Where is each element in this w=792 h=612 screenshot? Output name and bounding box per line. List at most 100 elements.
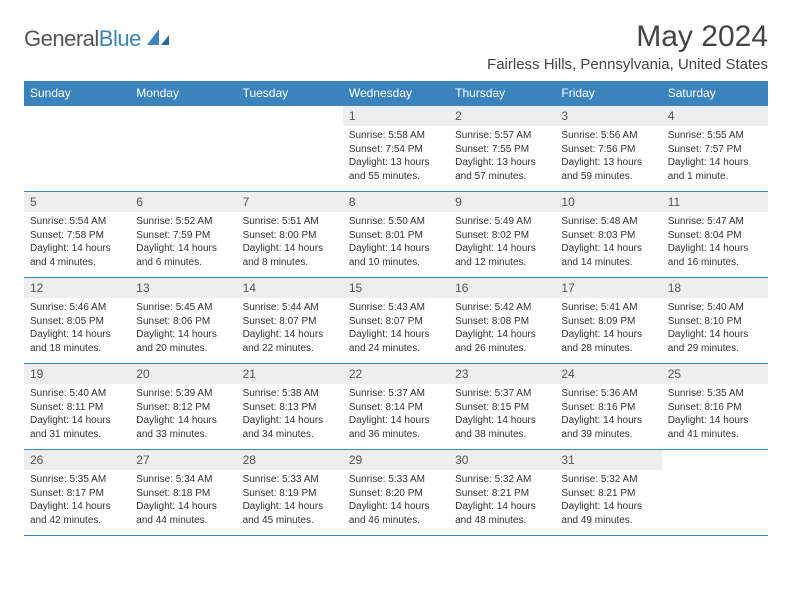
day-header-friday: Friday [555,81,661,106]
calendar-cell [237,106,343,192]
logo-text-2: Blue [99,26,141,51]
day-number: 22 [343,364,449,384]
day-header-sunday: Sunday [24,81,130,106]
day-body: Sunrise: 5:43 AMSunset: 8:07 PMDaylight:… [343,298,449,359]
calendar-cell: 14Sunrise: 5:44 AMSunset: 8:07 PMDayligh… [237,278,343,364]
logo: GeneralBlue [24,20,171,52]
day-number: 12 [24,278,130,298]
calendar-cell: 13Sunrise: 5:45 AMSunset: 8:06 PMDayligh… [130,278,236,364]
day-body: Sunrise: 5:33 AMSunset: 8:19 PMDaylight:… [237,470,343,531]
day-body: Sunrise: 5:37 AMSunset: 8:14 PMDaylight:… [343,384,449,445]
day-body: Sunrise: 5:45 AMSunset: 8:06 PMDaylight:… [130,298,236,359]
calendar-cell: 12Sunrise: 5:46 AMSunset: 8:05 PMDayligh… [24,278,130,364]
day-number: 5 [24,192,130,212]
day-body: Sunrise: 5:52 AMSunset: 7:59 PMDaylight:… [130,212,236,273]
day-number: 21 [237,364,343,384]
calendar-cell: 5Sunrise: 5:54 AMSunset: 7:58 PMDaylight… [24,192,130,278]
day-number: 23 [449,364,555,384]
calendar-cell: 11Sunrise: 5:47 AMSunset: 8:04 PMDayligh… [662,192,768,278]
day-number: 4 [662,106,768,126]
day-header-tuesday: Tuesday [237,81,343,106]
day-body: Sunrise: 5:35 AMSunset: 8:16 PMDaylight:… [662,384,768,445]
calendar-cell: 22Sunrise: 5:37 AMSunset: 8:14 PMDayligh… [343,364,449,450]
day-body: Sunrise: 5:32 AMSunset: 8:21 PMDaylight:… [555,470,661,531]
calendar-cell: 1Sunrise: 5:58 AMSunset: 7:54 PMDaylight… [343,106,449,192]
day-body: Sunrise: 5:42 AMSunset: 8:08 PMDaylight:… [449,298,555,359]
day-number: 13 [130,278,236,298]
calendar-cell: 27Sunrise: 5:34 AMSunset: 8:18 PMDayligh… [130,450,236,536]
calendar-table: SundayMondayTuesdayWednesdayThursdayFrid… [24,81,768,536]
calendar-cell: 7Sunrise: 5:51 AMSunset: 8:00 PMDaylight… [237,192,343,278]
calendar-cell [130,106,236,192]
calendar-cell: 19Sunrise: 5:40 AMSunset: 8:11 PMDayligh… [24,364,130,450]
day-number: 28 [237,450,343,470]
title-block: May 2024 Fairless Hills, Pennsylvania, U… [487,20,768,73]
calendar-cell [662,450,768,536]
calendar-cell: 28Sunrise: 5:33 AMSunset: 8:19 PMDayligh… [237,450,343,536]
day-body: Sunrise: 5:32 AMSunset: 8:21 PMDaylight:… [449,470,555,531]
calendar-cell: 15Sunrise: 5:43 AMSunset: 8:07 PMDayligh… [343,278,449,364]
calendar-cell: 16Sunrise: 5:42 AMSunset: 8:08 PMDayligh… [449,278,555,364]
day-number: 10 [555,192,661,212]
day-body: Sunrise: 5:40 AMSunset: 8:10 PMDaylight:… [662,298,768,359]
day-body: Sunrise: 5:39 AMSunset: 8:12 PMDaylight:… [130,384,236,445]
day-header-saturday: Saturday [662,81,768,106]
day-body: Sunrise: 5:36 AMSunset: 8:16 PMDaylight:… [555,384,661,445]
day-body: Sunrise: 5:50 AMSunset: 8:01 PMDaylight:… [343,212,449,273]
calendar-cell: 18Sunrise: 5:40 AMSunset: 8:10 PMDayligh… [662,278,768,364]
logo-text: GeneralBlue [24,26,141,52]
month-title: May 2024 [487,20,768,54]
day-body: Sunrise: 5:55 AMSunset: 7:57 PMDaylight:… [662,126,768,187]
day-body: Sunrise: 5:57 AMSunset: 7:55 PMDaylight:… [449,126,555,187]
day-number: 27 [130,450,236,470]
day-number: 6 [130,192,236,212]
day-number: 3 [555,106,661,126]
calendar-cell: 30Sunrise: 5:32 AMSunset: 8:21 PMDayligh… [449,450,555,536]
day-body: Sunrise: 5:51 AMSunset: 8:00 PMDaylight:… [237,212,343,273]
day-body: Sunrise: 5:35 AMSunset: 8:17 PMDaylight:… [24,470,130,531]
day-number: 20 [130,364,236,384]
day-header-thursday: Thursday [449,81,555,106]
day-number: 26 [24,450,130,470]
calendar-cell: 26Sunrise: 5:35 AMSunset: 8:17 PMDayligh… [24,450,130,536]
day-number: 14 [237,278,343,298]
day-number: 31 [555,450,661,470]
day-body: Sunrise: 5:49 AMSunset: 8:02 PMDaylight:… [449,212,555,273]
calendar-cell: 17Sunrise: 5:41 AMSunset: 8:09 PMDayligh… [555,278,661,364]
calendar-cell: 2Sunrise: 5:57 AMSunset: 7:55 PMDaylight… [449,106,555,192]
logo-text-1: General [24,26,99,51]
logo-sail-icon [145,27,171,52]
day-body: Sunrise: 5:58 AMSunset: 7:54 PMDaylight:… [343,126,449,187]
day-body: Sunrise: 5:38 AMSunset: 8:13 PMDaylight:… [237,384,343,445]
calendar-cell: 21Sunrise: 5:38 AMSunset: 8:13 PMDayligh… [237,364,343,450]
day-body: Sunrise: 5:34 AMSunset: 8:18 PMDaylight:… [130,470,236,531]
day-body: Sunrise: 5:56 AMSunset: 7:56 PMDaylight:… [555,126,661,187]
day-body: Sunrise: 5:46 AMSunset: 8:05 PMDaylight:… [24,298,130,359]
day-header-monday: Monday [130,81,236,106]
calendar-cell: 23Sunrise: 5:37 AMSunset: 8:15 PMDayligh… [449,364,555,450]
day-number: 17 [555,278,661,298]
day-number: 19 [24,364,130,384]
day-number: 24 [555,364,661,384]
calendar-cell: 24Sunrise: 5:36 AMSunset: 8:16 PMDayligh… [555,364,661,450]
calendar-cell: 8Sunrise: 5:50 AMSunset: 8:01 PMDaylight… [343,192,449,278]
day-body: Sunrise: 5:47 AMSunset: 8:04 PMDaylight:… [662,212,768,273]
header: GeneralBlue May 2024 Fairless Hills, Pen… [24,20,768,73]
day-header-wednesday: Wednesday [343,81,449,106]
day-body: Sunrise: 5:37 AMSunset: 8:15 PMDaylight:… [449,384,555,445]
calendar-cell: 29Sunrise: 5:33 AMSunset: 8:20 PMDayligh… [343,450,449,536]
day-body: Sunrise: 5:33 AMSunset: 8:20 PMDaylight:… [343,470,449,531]
calendar-cell: 31Sunrise: 5:32 AMSunset: 8:21 PMDayligh… [555,450,661,536]
day-number: 18 [662,278,768,298]
calendar-cell: 20Sunrise: 5:39 AMSunset: 8:12 PMDayligh… [130,364,236,450]
calendar-cell: 10Sunrise: 5:48 AMSunset: 8:03 PMDayligh… [555,192,661,278]
calendar-cell: 9Sunrise: 5:49 AMSunset: 8:02 PMDaylight… [449,192,555,278]
day-number: 2 [449,106,555,126]
day-number: 8 [343,192,449,212]
day-number: 16 [449,278,555,298]
calendar-cell: 6Sunrise: 5:52 AMSunset: 7:59 PMDaylight… [130,192,236,278]
calendar-cell: 4Sunrise: 5:55 AMSunset: 7:57 PMDaylight… [662,106,768,192]
day-body: Sunrise: 5:40 AMSunset: 8:11 PMDaylight:… [24,384,130,445]
day-body: Sunrise: 5:41 AMSunset: 8:09 PMDaylight:… [555,298,661,359]
calendar-cell: 25Sunrise: 5:35 AMSunset: 8:16 PMDayligh… [662,364,768,450]
